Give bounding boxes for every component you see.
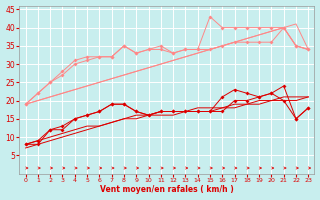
X-axis label: Vent moyen/en rafales ( km/h ): Vent moyen/en rafales ( km/h ) [100,185,234,194]
